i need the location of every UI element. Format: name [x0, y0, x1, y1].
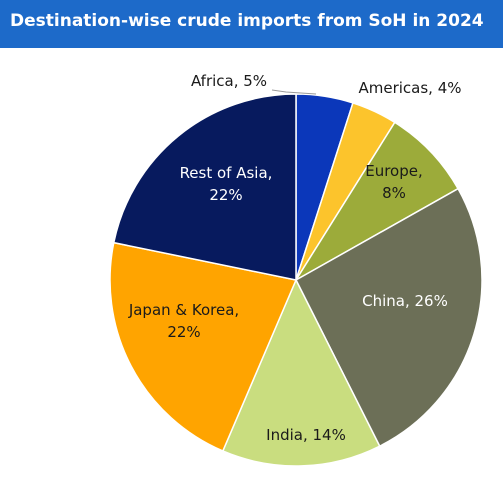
pie-label-japan-korea: Japan & Korea, 22% — [128, 301, 239, 341]
pie-slices — [109, 93, 483, 467]
pie-label-africa: Africa, 5% — [191, 72, 267, 90]
chart-title-bar: Destination-wise crude imports from SoH … — [0, 0, 503, 48]
pie-chart: Africa, 5% Americas, 4% Europe, 8% China, 26… — [109, 72, 483, 467]
pie-label-rest-of-asia: Rest of Asia, 22% — [180, 164, 273, 204]
pie-slice-india — [221, 278, 381, 467]
pie-label-china: China, 26% — [362, 292, 448, 310]
pie-labels: Africa, 5% Americas, 4% Europe, 8% China, 26… — [128, 72, 462, 444]
pie-label-americas: Americas, 4% — [358, 79, 461, 97]
pie-slice-china — [295, 187, 483, 448]
pie-slice-japan-korea — [109, 241, 298, 452]
africa-leader-line — [271, 89, 317, 95]
chart-title: Destination-wise crude imports from SoH … — [10, 11, 484, 31]
pie-label-europe: Europe, 8% — [365, 162, 423, 202]
pie-slice-europe — [295, 121, 460, 281]
pie-slice-rest-of-asia — [112, 93, 297, 281]
pie-label-india: India, 14% — [266, 426, 346, 444]
